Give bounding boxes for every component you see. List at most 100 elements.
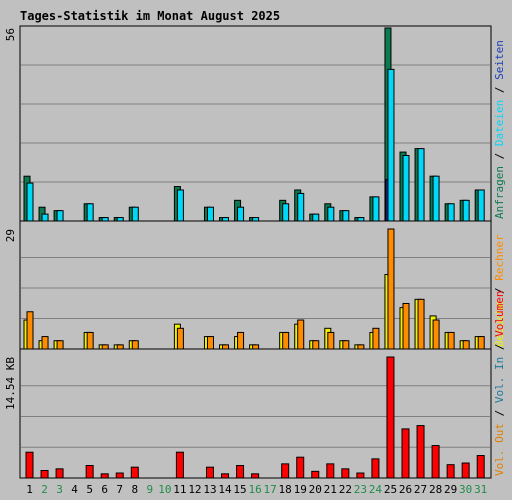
bar-dateien-day-29 — [447, 203, 455, 222]
x-tick-label-day: 22 — [339, 483, 352, 496]
x-tick-label-day: 5 — [86, 483, 93, 496]
bar-rechner-day-25 — [387, 228, 395, 350]
bar-volumen-day-20 — [311, 470, 320, 479]
legend-separator: / — [493, 281, 506, 301]
bar-volumen-day-30 — [461, 462, 470, 479]
bar-dateien-day-30 — [462, 199, 470, 222]
bar-volumen-day-15 — [236, 465, 245, 479]
x-tick-label-day: 3 — [56, 483, 63, 496]
legend-item-seiten: Seiten — [493, 40, 506, 80]
bar-dateien-day-31 — [477, 189, 485, 222]
bar-rechner-day-7 — [116, 344, 124, 350]
bar-dateien-day-24 — [372, 196, 380, 222]
bar-dateien-day-8 — [131, 206, 139, 222]
bar-dateien-day-27 — [417, 148, 425, 222]
legend-item-vol_out: Vol. Out — [493, 423, 506, 476]
bar-rechner-day-19 — [297, 319, 305, 350]
bar-volumen-day-29 — [446, 464, 455, 479]
legend-item-besuche: Besuche — [493, 301, 506, 347]
legend-separator: / — [493, 146, 506, 166]
bar-rechner-day-20 — [312, 340, 320, 350]
bar-rechner-day-21 — [327, 331, 335, 350]
bar-rechner-day-5 — [86, 331, 94, 350]
bar-volumen-day-19 — [296, 456, 305, 479]
bar-volumen-day-1 — [25, 451, 34, 479]
bar-rechner-day-23 — [357, 344, 365, 350]
bar-rechner-day-6 — [101, 344, 109, 350]
x-tick-label-day: 7 — [116, 483, 123, 496]
x-tick-label-day: 12 — [188, 483, 201, 496]
bar-rechner-day-18 — [282, 331, 290, 350]
legend-item-anfragen: Anfragen — [493, 166, 506, 219]
bar-rechner-day-2 — [41, 336, 49, 350]
legend-top: Anfragen / Dateien / Seiten — [493, 40, 506, 219]
x-tick-label-day: 10 — [158, 483, 171, 496]
bar-volumen-day-7 — [115, 472, 124, 479]
bar-rechner-day-24 — [372, 327, 380, 350]
bar-dateien-day-21 — [327, 206, 335, 222]
bar-rechner-day-30 — [462, 340, 470, 350]
x-tick-label-day: 15 — [233, 483, 246, 496]
x-tick-label-day: 27 — [414, 483, 427, 496]
legend-item-volumen: Volumen — [493, 291, 506, 337]
chart-title: Tages-Statistik im Monat August 2025 — [20, 9, 280, 23]
y-max-label: 14.54 KB — [4, 357, 17, 410]
bar-volumen-day-31 — [476, 455, 485, 479]
bar-dateien-day-22 — [342, 210, 350, 222]
x-tick-label-day: 21 — [324, 483, 337, 496]
x-tick-label-day: 18 — [279, 483, 292, 496]
x-tick-label-day: 1 — [26, 483, 33, 496]
x-tick-label-day: 29 — [444, 483, 457, 496]
bar-rechner-day-8 — [131, 340, 139, 350]
bar-volumen-day-13 — [205, 466, 214, 479]
bar-dateien-day-15 — [237, 206, 245, 222]
bar-volumen-day-28 — [431, 445, 440, 479]
bar-dateien-day-11 — [176, 189, 184, 222]
bar-dateien-day-23 — [357, 217, 365, 222]
x-tick-label-day: 28 — [429, 483, 442, 496]
bar-dateien-day-2 — [41, 213, 49, 222]
bar-dateien-day-14 — [222, 217, 230, 222]
legend-separator: / — [493, 337, 506, 357]
bar-dateien-day-20 — [312, 213, 320, 222]
chart-panels: 56 29 14.54 KB — [4, 25, 492, 479]
bar-volumen-day-22 — [341, 468, 350, 479]
bar-volumen-day-23 — [356, 472, 365, 479]
bar-volumen-day-21 — [326, 463, 335, 479]
bar-dateien-day-25 — [387, 68, 395, 222]
bar-rechner-day-22 — [342, 340, 350, 350]
bar-volumen-day-2 — [40, 470, 49, 479]
bar-volumen-day-26 — [401, 428, 410, 479]
bar-volumen-day-25 — [386, 356, 395, 479]
bar-dateien-day-16 — [252, 217, 260, 222]
x-tick-label-day: 16 — [248, 483, 261, 496]
legend-separator: / — [493, 403, 506, 423]
bar-volumen-day-8 — [130, 466, 139, 479]
x-tick-label-day: 31 — [474, 483, 487, 496]
bar-rechner-day-15 — [237, 331, 245, 350]
bar-rechner-day-27 — [417, 298, 425, 350]
x-axis-day-labels: 1 2 3 4 5 6 7 8 9 10 11 12 13 14 15 16 17 18 19 20 21 22 23 24 2… — [26, 483, 487, 496]
panel-visits: 29 — [4, 228, 491, 350]
panel-hits: 56 — [4, 27, 491, 222]
bar-volumen-day-27 — [416, 425, 425, 479]
bar-rechner-day-13 — [206, 336, 214, 350]
bar-seiten-day-25 — [385, 179, 389, 222]
x-tick-label-day: 23 — [354, 483, 367, 496]
bar-dateien-day-13 — [206, 206, 214, 222]
x-tick-label-day: 26 — [399, 483, 412, 496]
bar-rechner-day-26 — [402, 302, 410, 350]
bar-rechner-day-28 — [432, 319, 440, 350]
bar-dateien-day-5 — [86, 203, 94, 222]
bar-volumen-day-6 — [100, 473, 109, 479]
bar-rechner-day-3 — [56, 340, 64, 350]
legend-item-dateien: Dateien — [493, 100, 506, 146]
panel-volume: 14.54 KB — [4, 356, 491, 479]
bar-rechner-day-11 — [176, 327, 184, 350]
bar-dateien-day-1 — [26, 182, 34, 222]
bar-rechner-day-31 — [477, 336, 485, 350]
bar-volumen-day-3 — [55, 468, 64, 479]
y-max-label: 29 — [4, 229, 17, 242]
